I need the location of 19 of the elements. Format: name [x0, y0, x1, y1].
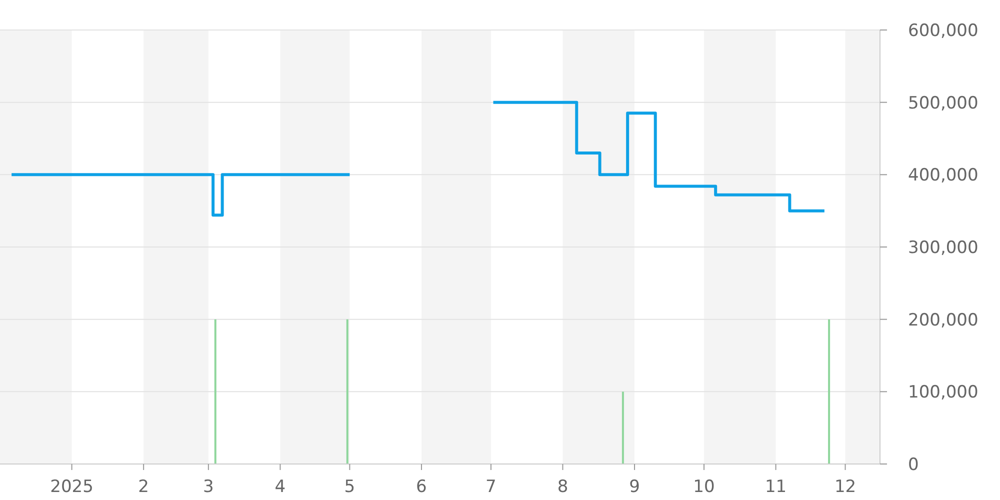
y-tick-label: 300,000 [908, 238, 978, 258]
x-tick-label: 3 [203, 477, 214, 497]
x-tick-label: 11 [764, 477, 787, 497]
y-tick-label: 600,000 [908, 21, 978, 41]
x-tick-label: 9 [629, 477, 640, 497]
y-tick-label: 400,000 [908, 166, 978, 186]
x-tick-label: 2025 [50, 477, 94, 497]
x-tick-label: 2 [138, 477, 149, 497]
x-tick-label: 6 [416, 477, 427, 497]
x-tick-label: 5 [344, 477, 356, 497]
x-tick-label: 10 [693, 477, 715, 497]
y-tick-label: 0 [908, 455, 919, 475]
x-tick-label: 8 [557, 477, 568, 497]
y-tick-label: 200,000 [908, 310, 978, 330]
y-tick-label: 500,000 [908, 93, 978, 114]
y-tick-label: 100,000 [908, 382, 978, 403]
x-tick-label: 12 [834, 477, 856, 497]
x-tick-label: 7 [486, 477, 496, 497]
x-tick-label: 4 [274, 477, 286, 497]
